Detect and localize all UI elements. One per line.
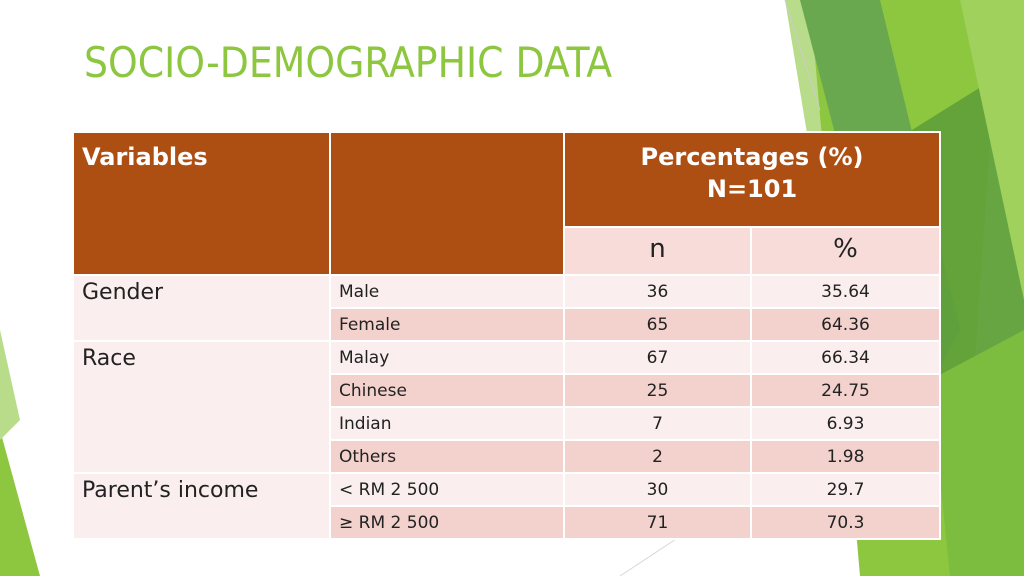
slide-title: SOCIO-DEMOGRAPHIC DATA <box>84 38 613 87</box>
variable-level: Chinese <box>329 373 565 408</box>
percentage-cell: 64.36 <box>749 307 942 342</box>
table-row: ≥ RM 2 500 71 70.3 <box>73 505 942 540</box>
percentage-cell: 66.34 <box>749 340 942 375</box>
count-cell: 30 <box>563 472 752 507</box>
table-row: Gender Male 36 35.64 <box>72 274 942 342</box>
header-n-total: N=101 <box>706 175 798 203</box>
header-pct-column: % <box>749 226 942 276</box>
percentage-cell: 70.3 <box>749 505 942 540</box>
variable-level: Malay <box>329 340 565 375</box>
variable-category: Race <box>72 340 331 474</box>
table-row: Others 2 1.98 <box>73 439 942 474</box>
header-percentages: Percentages (%) N=101 <box>562 130 942 229</box>
header-variables: Variables <box>72 131 331 276</box>
table-row: Indian 7 6.93 <box>73 406 942 441</box>
variable-level: Others <box>329 439 565 474</box>
percentage-cell: 29.7 <box>749 472 942 507</box>
count-cell: 25 <box>563 373 752 408</box>
table-row: Female 65 64.36 <box>73 307 942 342</box>
thin-divider-line <box>784 0 821 111</box>
variable-level: < RM 2 500 <box>329 472 565 507</box>
count-cell: 65 <box>563 307 752 342</box>
percentage-cell: 1.98 <box>749 439 942 474</box>
table-row: Chinese 25 24.75 <box>73 373 942 408</box>
variable-level: Indian <box>329 406 565 441</box>
socio-demographic-table: Variables Percentages (%) N=101 n % Gend… <box>72 130 942 540</box>
count-cell: 2 <box>563 439 752 474</box>
variable-level: ≥ RM 2 500 <box>329 505 565 540</box>
count-cell: 7 <box>563 406 752 441</box>
header-percentages-label: Percentages (%) <box>640 143 864 171</box>
header-blank <box>329 131 565 276</box>
count-cell: 67 <box>563 340 752 375</box>
variable-level: Female <box>329 307 565 342</box>
percentage-cell: 24.75 <box>749 373 942 408</box>
header-n-column: n <box>563 226 752 276</box>
table-row: Race Malay 67 66.34 <box>72 340 942 474</box>
count-cell: 36 <box>563 274 752 309</box>
variable-category: Gender <box>72 274 331 342</box>
percentage-cell: 35.64 <box>749 274 942 309</box>
variable-category: Parent’s income <box>72 472 331 540</box>
table-row: Parent’s income < RM 2 500 30 29.7 <box>72 472 942 540</box>
green-facet-shape <box>930 330 1024 576</box>
green-facet-shape <box>0 330 20 440</box>
count-cell: 71 <box>563 505 752 540</box>
variable-level: Male <box>329 274 565 309</box>
green-facet-shape <box>960 0 1024 300</box>
percentage-cell: 6.93 <box>749 406 942 441</box>
green-facet-shape <box>0 430 40 576</box>
